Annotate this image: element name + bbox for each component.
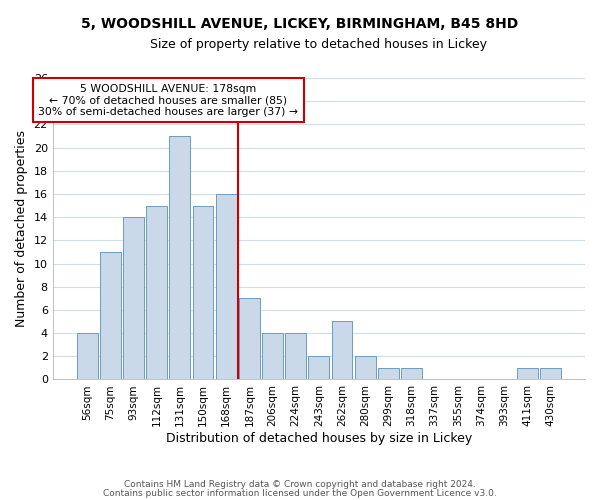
Bar	[193, 206, 214, 380]
Bar	[285, 333, 306, 380]
Bar	[332, 322, 352, 380]
Text: Contains HM Land Registry data © Crown copyright and database right 2024.: Contains HM Land Registry data © Crown c…	[124, 480, 476, 489]
Title: Size of property relative to detached houses in Lickey: Size of property relative to detached ho…	[151, 38, 487, 51]
Bar	[308, 356, 329, 380]
Text: 5, WOODSHILL AVENUE, LICKEY, BIRMINGHAM, B45 8HD: 5, WOODSHILL AVENUE, LICKEY, BIRMINGHAM,…	[82, 18, 518, 32]
Bar	[100, 252, 121, 380]
Bar	[169, 136, 190, 380]
Text: 5 WOODSHILL AVENUE: 178sqm
← 70% of detached houses are smaller (85)
30% of semi: 5 WOODSHILL AVENUE: 178sqm ← 70% of deta…	[38, 84, 298, 117]
Bar	[355, 356, 376, 380]
Bar	[517, 368, 538, 380]
Bar	[262, 333, 283, 380]
Bar	[123, 217, 144, 380]
Bar	[216, 194, 236, 380]
Bar	[77, 333, 98, 380]
Text: Contains public sector information licensed under the Open Government Licence v3: Contains public sector information licen…	[103, 489, 497, 498]
Bar	[540, 368, 561, 380]
Bar	[146, 206, 167, 380]
Bar	[378, 368, 399, 380]
Y-axis label: Number of detached properties: Number of detached properties	[15, 130, 28, 328]
X-axis label: Distribution of detached houses by size in Lickey: Distribution of detached houses by size …	[166, 432, 472, 445]
Bar	[239, 298, 260, 380]
Bar	[401, 368, 422, 380]
